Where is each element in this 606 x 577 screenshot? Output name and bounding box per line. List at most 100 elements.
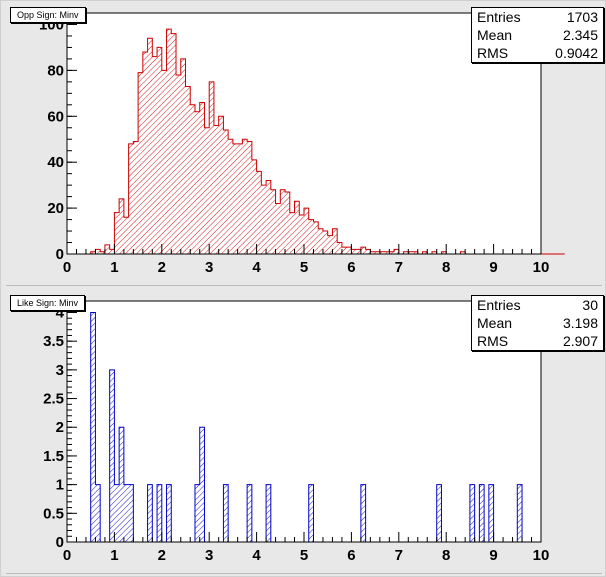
histogram-bar: [266, 180, 271, 254]
x-tick-label: 6: [347, 259, 355, 276]
histogram-bar: [209, 81, 214, 254]
stats-rms-value: 2.907: [562, 333, 598, 349]
histogram-bar: [431, 251, 437, 254]
histogram-bar: [213, 125, 219, 254]
histogram-bar: [266, 484, 271, 542]
x-tick-label: 2: [158, 547, 166, 564]
histogram-bar: [199, 102, 205, 254]
x-tick-label: 0: [63, 547, 71, 564]
y-tick-label: 2.5: [43, 391, 64, 408]
histogram-bar: [413, 251, 418, 254]
x-tick-label: 3: [205, 259, 213, 276]
histogram-bar: [341, 247, 347, 254]
like-sign-plot: 0 1 2 3 4 5 6 7 8 9 10 0 0.5 1 1.5 2 2.5 3 3.5 4: [43, 300, 550, 564]
histogram-bar: [313, 221, 319, 254]
histogram-bar: [517, 484, 523, 542]
histogram-bar: [318, 228, 323, 254]
histogram-bar: [460, 251, 466, 254]
histogram-bar: [422, 251, 428, 254]
histogram-bar: [469, 484, 475, 542]
stats-entries-label: Entries: [477, 9, 521, 25]
histogram-bar: [228, 139, 233, 254]
histogram-bar: [247, 141, 252, 254]
stats-mean-label: Mean: [477, 315, 513, 331]
stats-rms-value: 0.9042: [555, 45, 598, 61]
opp-sign-stats-box: Entries 1703 Mean 2.345 RMS 0.9042: [471, 7, 604, 63]
histogram-bar: [389, 251, 395, 254]
stats-rms-label: RMS: [477, 333, 509, 349]
x-tick-label: 1: [110, 547, 118, 564]
histogram-bar: [256, 171, 262, 254]
histogram-bar: [247, 484, 252, 542]
histogram-bar: [270, 189, 276, 254]
histogram-bar: [441, 251, 447, 254]
histogram-bar: [332, 228, 338, 254]
histogram-bar: [180, 58, 186, 255]
histogram-bar: [337, 242, 342, 254]
x-tick-label: 10: [533, 547, 550, 564]
histogram-bar: [218, 116, 224, 255]
histogram-bar: [322, 231, 328, 254]
histogram-bar: [100, 251, 105, 254]
stats-rms-label: RMS: [477, 45, 509, 61]
x-tick-label: 4: [252, 547, 261, 564]
like-sign-pad: 0 1 2 3 4 5 6 7 8 9 10 0 0.5 1 1.5 2 2.5 3 3.5 4 Like Sign:…: [6, 293, 604, 574]
stats-mean-label: Mean: [477, 27, 513, 43]
histogram-bar: [294, 201, 300, 254]
y-tick-label: 3.5: [43, 333, 64, 350]
histogram-bar: [133, 141, 139, 254]
x-tick-label: 8: [442, 259, 450, 276]
histogram-bar: [123, 484, 129, 542]
histogram-bar: [166, 29, 172, 254]
plot-frame: [66, 300, 542, 543]
histogram-bar: [119, 198, 124, 254]
histogram-bar: [375, 251, 380, 254]
stats-entries-row: Entries 1703: [472, 8, 603, 26]
like-sign-title: Like Sign: Minv: [10, 295, 86, 311]
stats-entries-value: 30: [582, 297, 598, 313]
opp-sign-pad: 0 1 2 3 4 5 6 7 8 9 10 0 20 40 60 80 100 Opp Sign: Minv …: [6, 5, 604, 286]
x-tick-label: 9: [489, 259, 497, 276]
histogram-bar: [384, 251, 390, 254]
histogram-outline: [90, 28, 565, 255]
histogram-bar: [161, 70, 167, 254]
histogram-bar: [199, 427, 205, 542]
histogram-bar: [171, 33, 177, 255]
x-tick-label: 7: [395, 547, 403, 564]
x-tick-label: 1: [110, 259, 118, 276]
histogram-bar: [104, 244, 110, 254]
stats-entries-value: 1703: [566, 9, 598, 25]
histogram-bar: [360, 247, 366, 254]
histogram-bar: [479, 484, 485, 542]
histogram-bar: [327, 235, 333, 254]
y-tick-label: 0: [56, 246, 64, 263]
x-tick-label: 2: [158, 259, 166, 276]
y-tick-label: 3: [56, 362, 64, 379]
histogram-bar: [360, 484, 366, 542]
histogram-bar: [379, 251, 385, 254]
x-tick-label: 5: [300, 259, 308, 276]
histogram-bar: [436, 484, 442, 542]
histogram-bar: [370, 251, 376, 254]
histogram-bar: [403, 251, 409, 254]
histogram-bar: [304, 208, 309, 254]
histogram-bar: [114, 484, 120, 542]
histogram-bar: [166, 484, 172, 542]
histogram-bar: [142, 52, 148, 255]
histogram-bar: [90, 312, 96, 542]
opp-sign-title: Opp Sign: Minv: [10, 7, 86, 23]
histogram-bar: [223, 484, 229, 542]
histogram-bar: [299, 214, 304, 254]
histogram-bar: [194, 111, 200, 254]
histogram-bar: [204, 127, 210, 254]
histogram-bar: [351, 249, 357, 254]
y-tick-label: 40: [47, 154, 64, 171]
histogram-outline: [90, 311, 523, 542]
histogram-bar: [308, 484, 314, 542]
histogram-bar: [147, 38, 153, 254]
histogram-bar: [95, 484, 101, 542]
histogram-bar: [285, 192, 290, 254]
y-tick-label: 20: [47, 200, 64, 217]
